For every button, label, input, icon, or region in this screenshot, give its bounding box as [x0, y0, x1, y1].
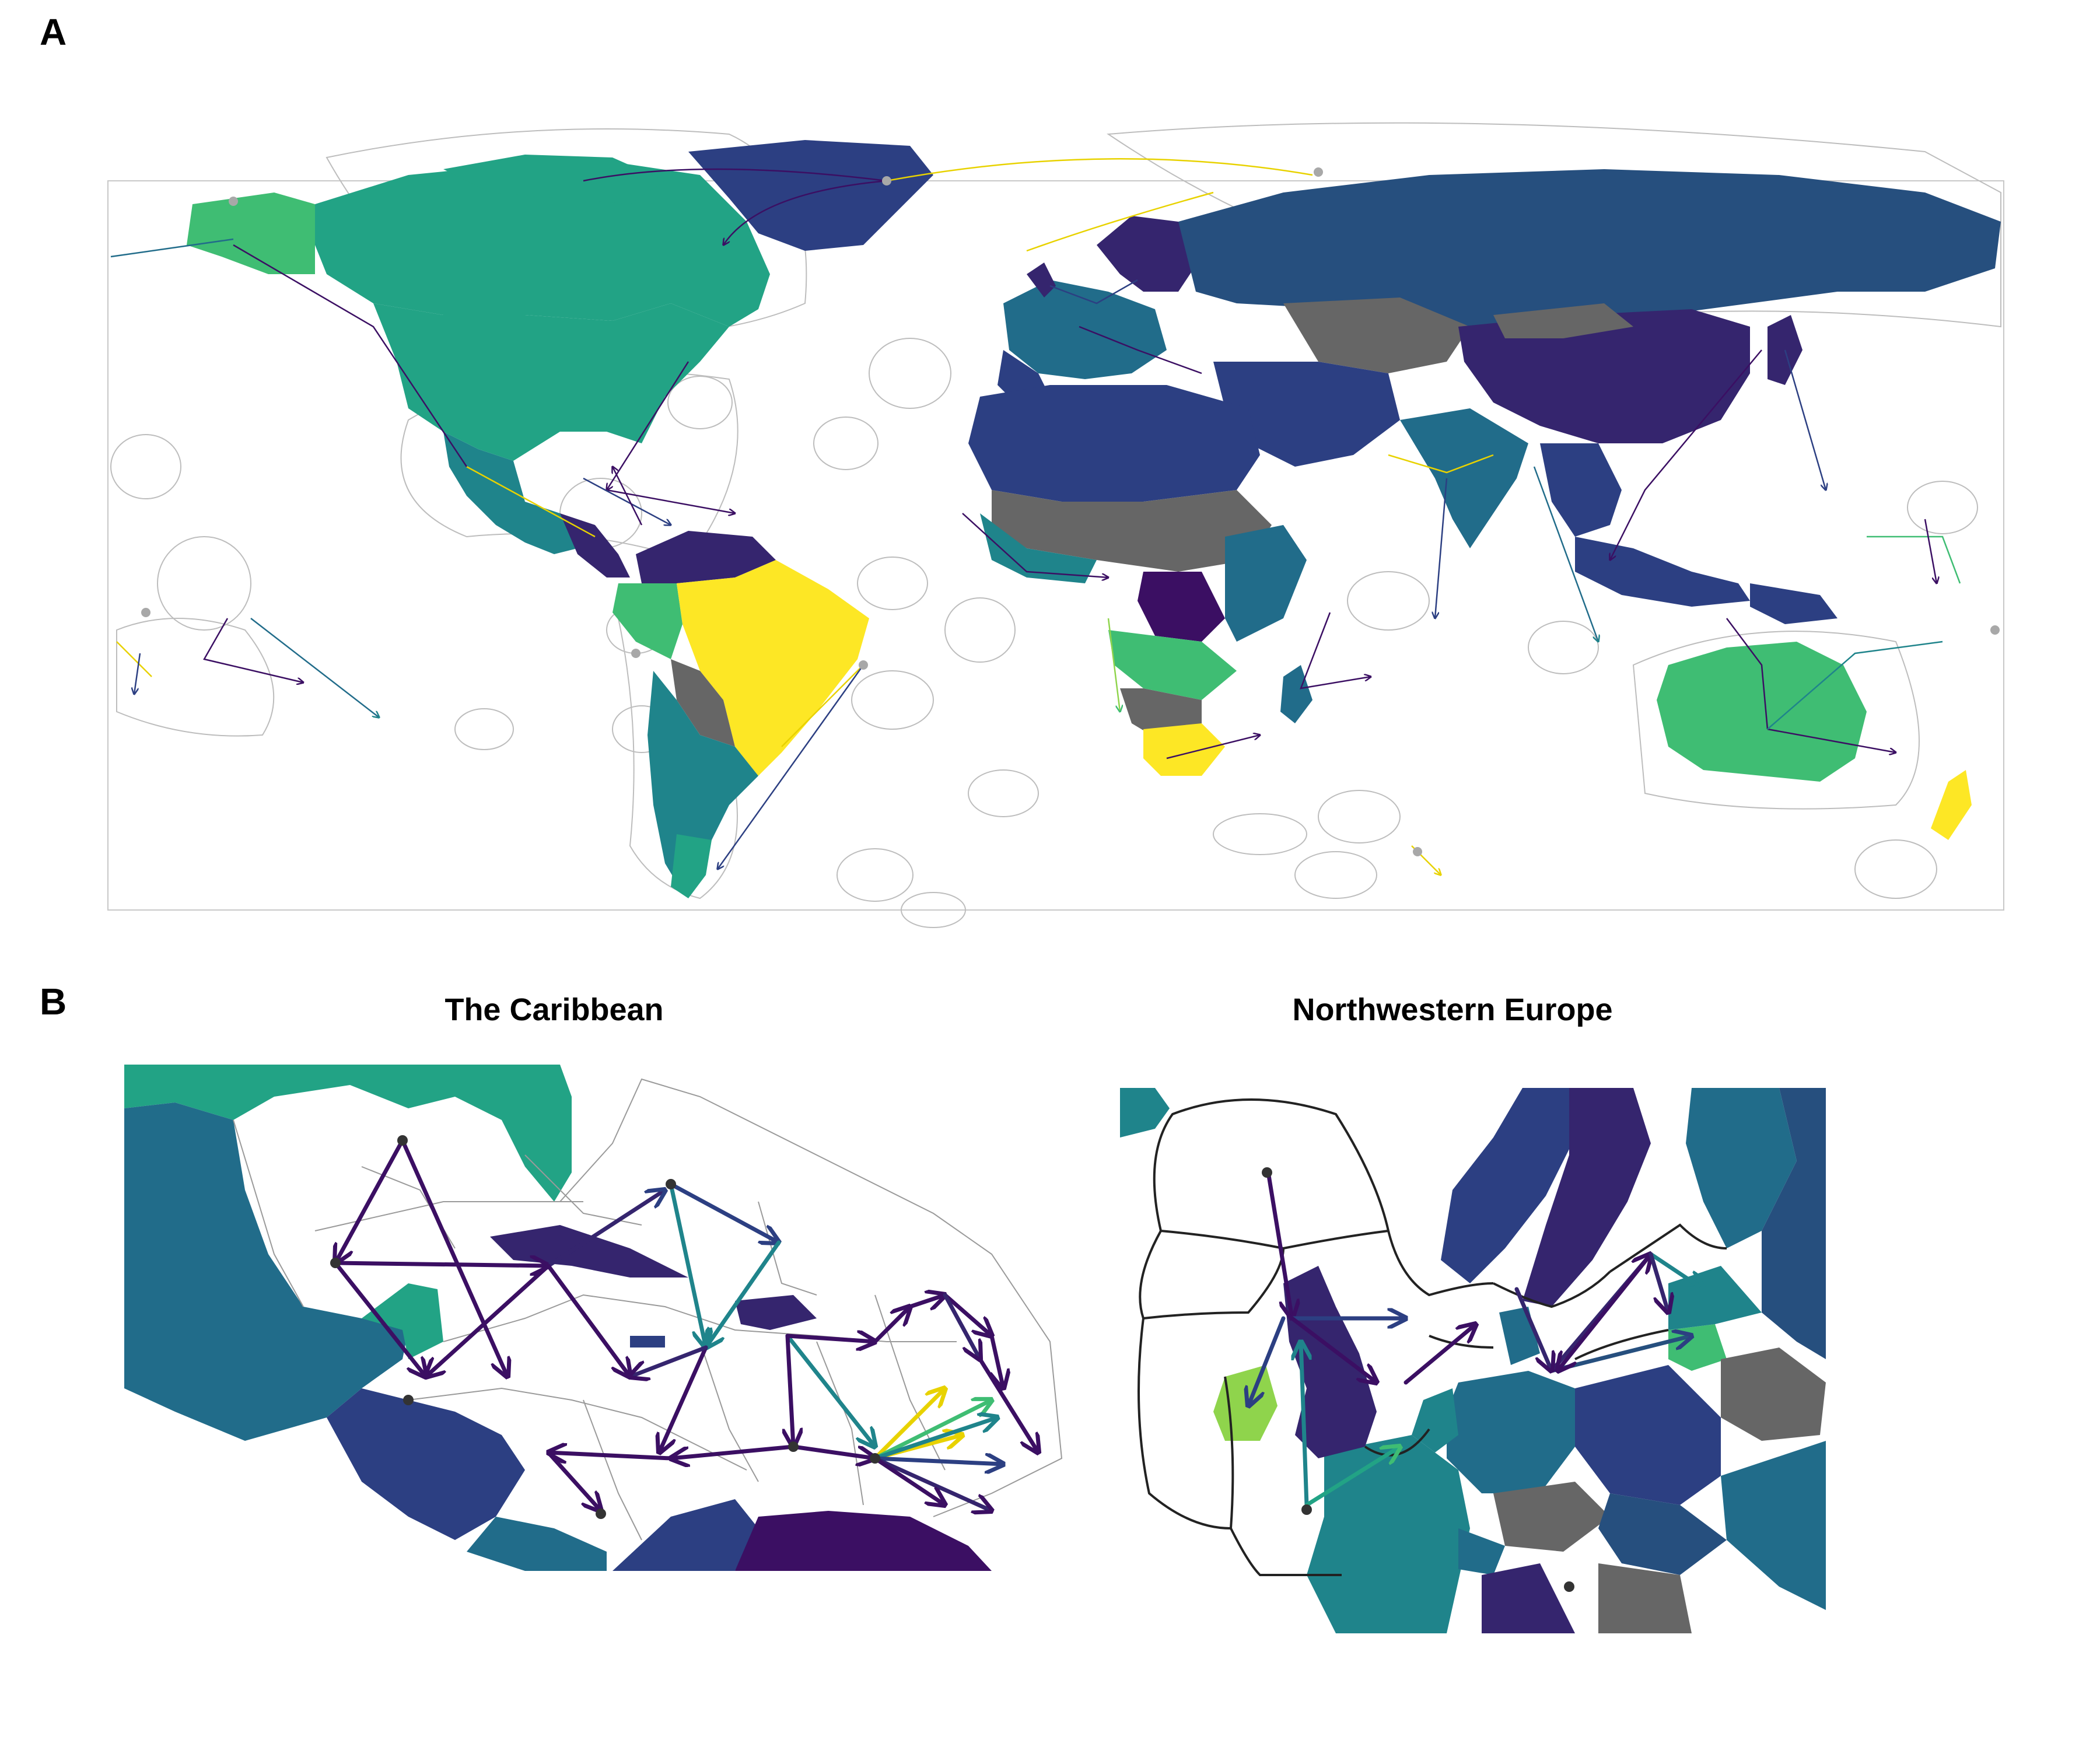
europe-slovakia-hungary-land	[1598, 1493, 1727, 1575]
country-uk-ireland	[1027, 262, 1056, 298]
europe-norway-land	[1441, 1088, 1575, 1283]
caribbean-central-america-land	[327, 1388, 525, 1540]
country-west-africa	[980, 513, 1097, 583]
country-central-america	[560, 513, 630, 578]
world-flow-arrows	[110, 158, 1961, 875]
europe-russia-land	[1762, 1088, 1826, 1359]
europe-belarus-land	[1721, 1348, 1826, 1441]
europe-great-britain-land	[1283, 1266, 1377, 1458]
europe-flow-arrows	[1248, 1173, 1703, 1507]
world-map	[107, 122, 2004, 928]
caribbean-inset-title: The Caribbean	[444, 992, 664, 1027]
caribbean-cuba-land	[490, 1225, 688, 1278]
country-southern-cone-tip	[671, 834, 712, 898]
country-mongolia	[1493, 303, 1633, 338]
country-colombia-venezuela	[636, 531, 776, 583]
country-north-africa	[968, 385, 1260, 502]
canada-arctic-islands	[443, 155, 665, 204]
country-drc	[1138, 572, 1225, 642]
europe-poland-land	[1575, 1365, 1721, 1505]
europe-ukraine-land	[1721, 1441, 1826, 1610]
caribbean-panama-land	[467, 1517, 607, 1571]
caribbean-venezuela-land	[735, 1511, 992, 1571]
europe-sweden-land	[1522, 1088, 1651, 1307]
country-alaska	[187, 192, 315, 274]
country-sahel	[992, 490, 1272, 572]
country-southeast-asia	[1540, 443, 1622, 537]
panel-b-label: B	[40, 981, 67, 1023]
caribbean-colombia-land	[612, 1499, 758, 1571]
country-scandinavia	[1097, 216, 1202, 292]
caribbean-mexico-land	[124, 1102, 408, 1441]
panel-a-label: A	[40, 11, 67, 53]
europe-inset-title: Northwestern Europe	[1292, 992, 1613, 1027]
europe-iceland-corner	[1120, 1088, 1170, 1138]
caribbean-jamaica-land	[630, 1336, 665, 1348]
caribbean-node-points	[330, 1135, 880, 1519]
europe-balkans-land	[1598, 1563, 1692, 1633]
country-peru	[612, 583, 682, 659]
europe-czech-austria-land	[1493, 1482, 1610, 1552]
europe-inset	[1120, 1088, 1826, 1633]
country-east-africa	[1225, 525, 1307, 642]
country-china	[1458, 309, 1750, 443]
country-russia	[1178, 169, 2001, 327]
europe-switzerland-land	[1458, 1528, 1505, 1575]
country-indonesia	[1575, 537, 1750, 607]
world-node-points	[141, 167, 2000, 856]
europe-finland-land	[1686, 1088, 1797, 1248]
country-usa	[373, 303, 729, 461]
country-australia	[1657, 642, 1867, 782]
country-south-africa	[1143, 723, 1225, 776]
country-mexico	[443, 432, 578, 554]
country-greenland	[688, 140, 933, 251]
country-new-zealand	[1931, 770, 1972, 840]
europe-germany-land	[1447, 1371, 1575, 1493]
country-bolivia-paraguay	[671, 659, 735, 747]
europe-italy-land	[1482, 1563, 1575, 1633]
country-india	[1400, 408, 1528, 548]
caribbean-flow-arrows	[335, 1138, 1038, 1511]
caribbean-inset	[124, 1065, 1063, 1571]
caribbean-hispaniola-land	[735, 1295, 817, 1330]
caribbean-yucatan-land	[362, 1283, 443, 1359]
country-canada	[315, 158, 770, 327]
country-papua	[1750, 583, 1838, 624]
europe-node-points	[1262, 1167, 1574, 1592]
europe-france-land	[1307, 1435, 1470, 1633]
caribbean-usa-land	[124, 1065, 572, 1202]
country-middle-east	[1213, 362, 1400, 467]
country-angola-zambia	[1108, 630, 1237, 700]
country-brazil	[677, 560, 869, 776]
country-central-asia	[1283, 298, 1470, 373]
country-argentina-chile	[648, 671, 758, 892]
